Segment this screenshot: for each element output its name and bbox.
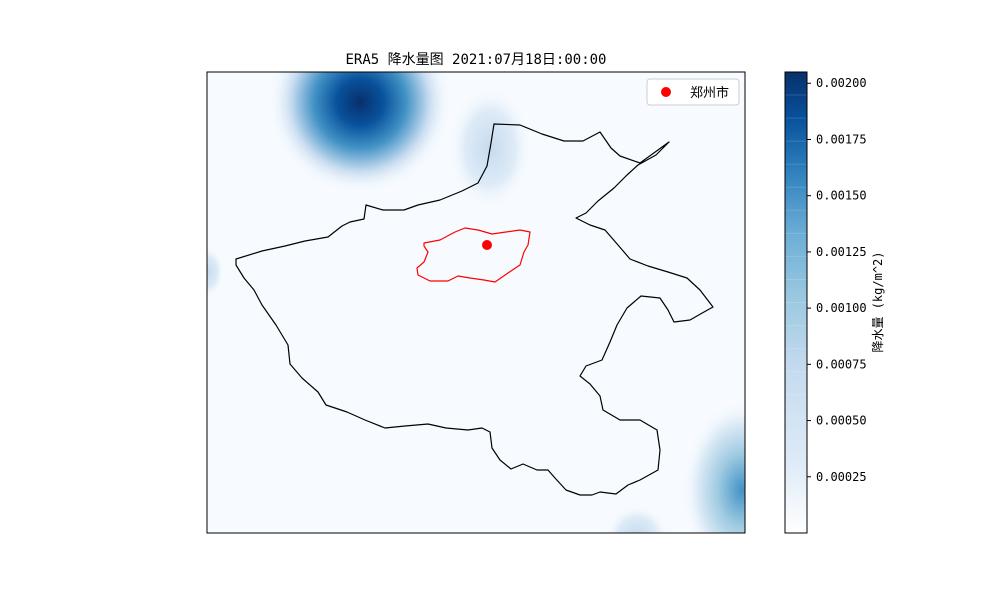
zhengzhou-city-outline[interactable] xyxy=(416,227,531,283)
precip-cell-south-bottom xyxy=(605,505,669,533)
map-axes[interactable]: 郑州市 xyxy=(192,10,802,580)
colorbar-frame xyxy=(784,71,808,534)
colorbar-ticks: 0.00025 0.00050 0.00075 0.00100 0.00125 0.001… xyxy=(807,76,867,484)
map-axes-frame xyxy=(206,71,746,534)
legend[interactable]: 郑州市 xyxy=(646,78,740,106)
colorbar-tick-label: 0.00150 xyxy=(816,189,867,203)
colorbar-tick-label: 0.00175 xyxy=(816,132,867,146)
colorbar-tick-label: 0.00100 xyxy=(816,301,867,315)
legend-marker-zhengzhou xyxy=(661,87,671,97)
colorbar-level-lines xyxy=(785,94,807,511)
henan-province-outline[interactable] xyxy=(235,123,714,496)
colorbar-tick-label: 0.00075 xyxy=(816,357,867,371)
colorbar-tick-label: 0.00050 xyxy=(816,414,867,428)
precip-cell-north xyxy=(268,72,452,194)
precip-cell-west-edge xyxy=(207,246,224,298)
colorbar-tick-label: 0.00025 xyxy=(816,470,867,484)
precipitation-field xyxy=(207,72,745,533)
colorbar-label: 降水量 (kg/m^2) xyxy=(871,251,885,352)
colorbar-gradient xyxy=(785,72,807,533)
precip-cell-southeast xyxy=(682,400,745,533)
colorbar-tick-label: 0.00125 xyxy=(816,245,867,259)
zhengzhou-marker[interactable] xyxy=(482,240,492,250)
figure-title: ERA5 降水量图 2021:07月18日:00:00 xyxy=(345,52,606,68)
legend-box xyxy=(646,78,740,106)
colorbar-tick-label: 0.00200 xyxy=(816,76,867,90)
legend-label-zhengzhou: 郑州市 xyxy=(690,85,729,101)
colorbar[interactable]: 0.00025 0.00050 0.00075 0.00100 0.00125 0.001… xyxy=(784,71,885,534)
